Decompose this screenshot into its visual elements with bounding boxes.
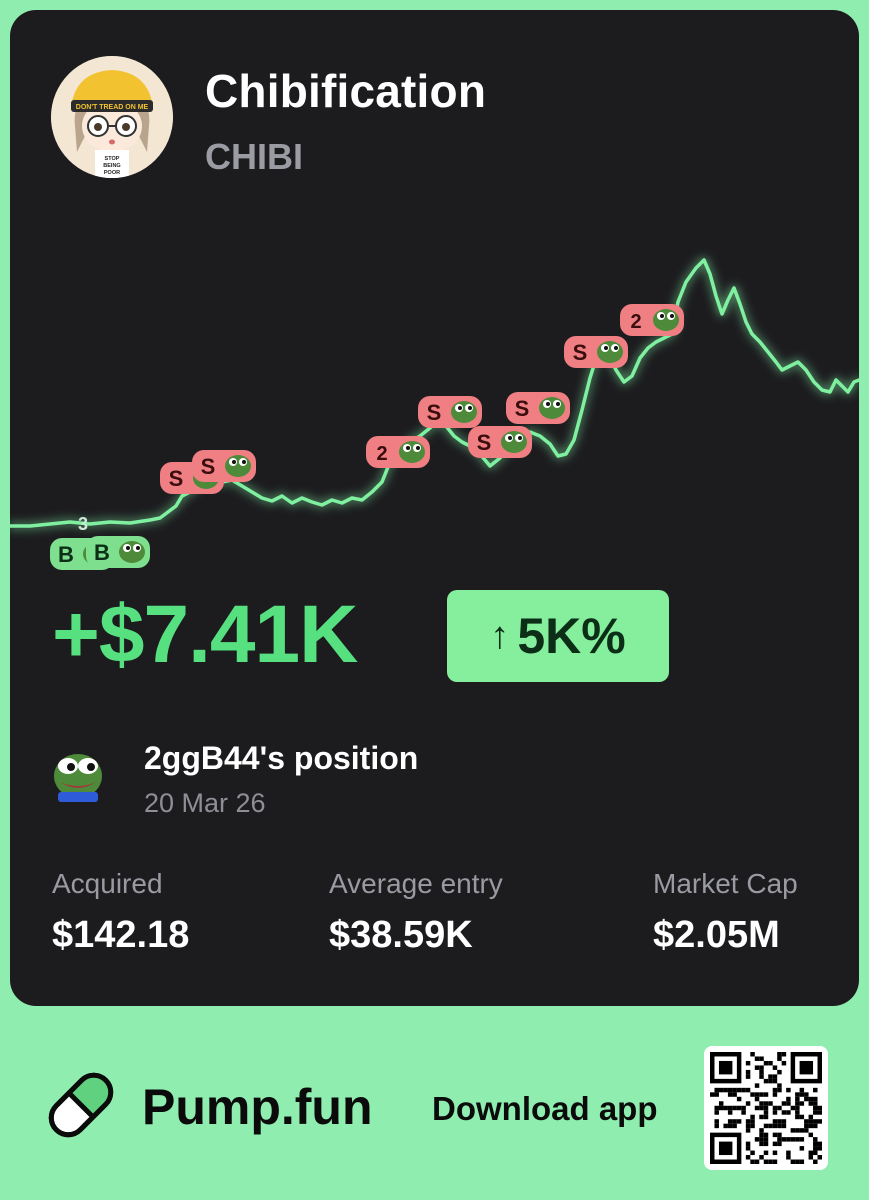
stat-label: Acquired xyxy=(52,868,163,899)
frog-icon xyxy=(539,397,565,419)
pnl-value: +$7.41K xyxy=(52,589,358,680)
marker-label: B xyxy=(94,540,110,565)
position-title: 2ggB44's position xyxy=(144,740,419,776)
position-date: 20 Mar 26 xyxy=(144,788,266,818)
marker-label: S xyxy=(515,396,530,421)
frog-avatar-icon xyxy=(50,746,106,802)
frog-icon xyxy=(653,309,679,331)
marker-label: S xyxy=(169,466,184,491)
qr-code-icon[interactable] xyxy=(704,1046,828,1170)
brand-name: Pump.fun xyxy=(142,1079,373,1135)
marker-label: S xyxy=(573,340,588,365)
frog-icon xyxy=(225,455,251,477)
pnl-card: DON'T TREAD ON ME STOP BEING POOR Chibif… xyxy=(10,10,859,1006)
shirt-text-3: POOR xyxy=(104,170,120,176)
sell-trade-marker: S xyxy=(468,426,532,458)
frog-icon xyxy=(451,401,477,423)
frog-icon xyxy=(399,441,425,463)
stat-average-entry: Average entry $38.59K xyxy=(329,868,503,957)
stat-label: Market Cap xyxy=(653,868,798,899)
pill-logo-icon xyxy=(40,1064,122,1146)
marker-label: 2 xyxy=(376,443,387,465)
sell-trade-marker: S xyxy=(192,450,256,482)
stat-acquired: Acquired $142.18 xyxy=(52,868,189,957)
cap-text: DON'T TREAD ON ME xyxy=(76,104,149,111)
marker-count: 3 xyxy=(78,514,88,534)
marker-label: 2 xyxy=(630,311,641,333)
token-avatar: DON'T TREAD ON ME STOP BEING POOR xyxy=(51,56,173,178)
stat-value: $2.05M xyxy=(653,914,780,956)
stat-value: $38.59K xyxy=(329,914,473,956)
marker-label: S xyxy=(477,430,492,455)
token-symbol: CHIBI xyxy=(205,136,303,177)
frog-icon xyxy=(597,341,623,363)
token-name: Chibification xyxy=(205,65,487,117)
marker-label: S xyxy=(201,454,216,479)
marker-label: B xyxy=(58,542,74,567)
download-app-link[interactable]: Download app xyxy=(432,1090,658,1127)
stat-market-cap: Market Cap $2.05M xyxy=(653,868,798,957)
shirt-text-1: STOP xyxy=(105,156,120,162)
sell-trade-marker: 2 xyxy=(620,304,684,336)
marker-label: S xyxy=(427,400,442,425)
stat-label: Average entry xyxy=(329,868,503,899)
pnl-change-badge: ↑ 5K% xyxy=(447,590,669,682)
up-arrow-icon: ↑ xyxy=(490,614,510,657)
frog-icon xyxy=(501,431,527,453)
price-line xyxy=(10,258,859,528)
sell-trade-marker: 2 xyxy=(366,436,430,468)
shirt-text-2: BEING xyxy=(103,163,120,169)
buy-trade-marker: B3 xyxy=(78,514,150,568)
stat-value: $142.18 xyxy=(52,914,190,956)
sell-trade-marker: S xyxy=(418,396,482,428)
sell-trade-marker: S xyxy=(564,336,628,368)
sell-trade-marker: S xyxy=(506,392,570,424)
frog-icon xyxy=(119,541,145,563)
pnl-change-value: 5K% xyxy=(517,608,626,664)
